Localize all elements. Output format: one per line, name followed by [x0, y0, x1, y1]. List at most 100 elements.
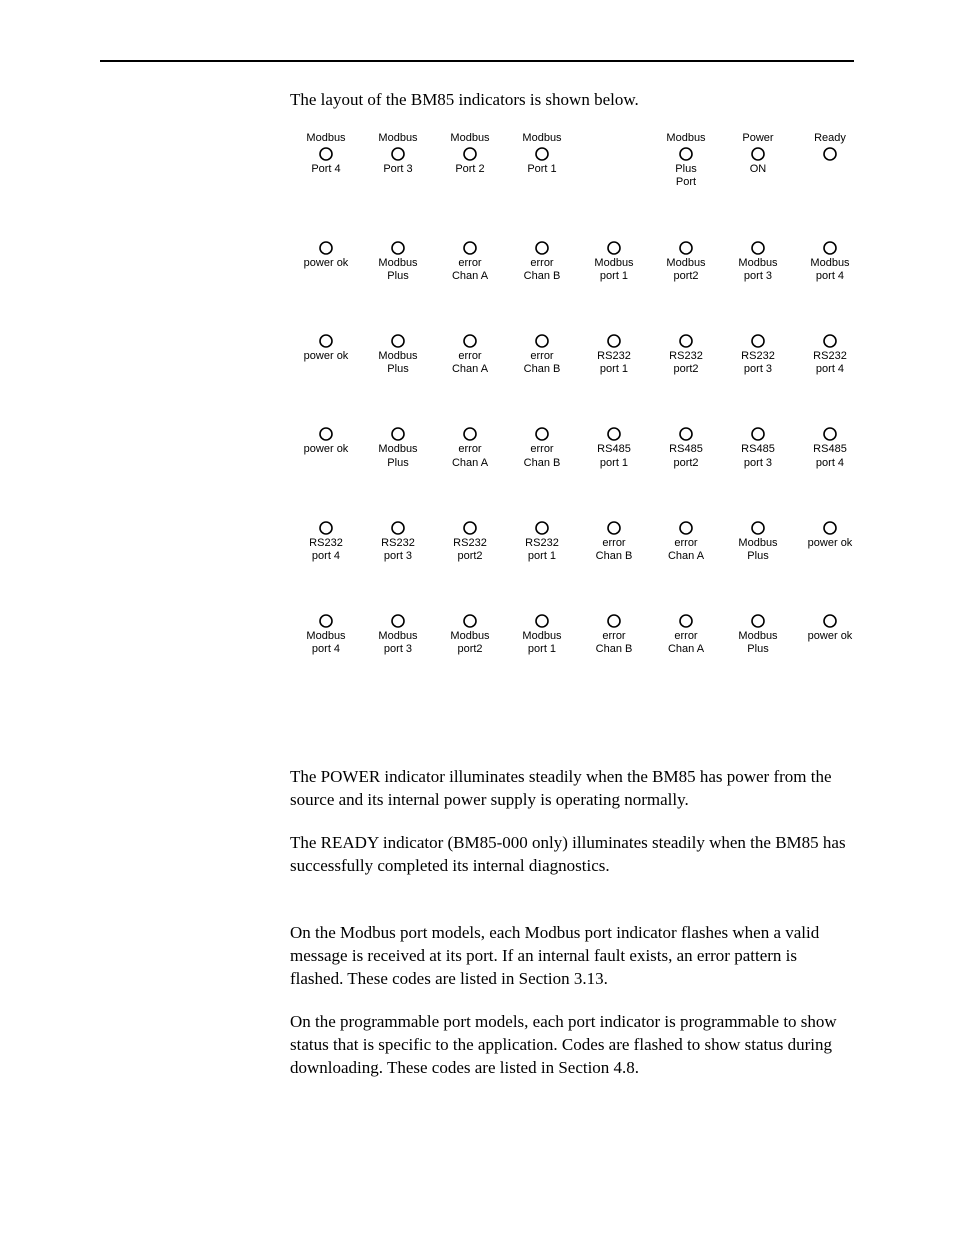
indicator-cell: power ok — [290, 412, 362, 469]
indicator-label-bot: RS485port 4 — [794, 443, 866, 469]
indicator-cell: ModbusPort 4 — [290, 132, 362, 190]
body-text: The POWER indicator illuminates steadily… — [290, 766, 854, 1079]
indicator-cell: Modbusport2 — [434, 599, 506, 656]
indicator-label-top — [578, 599, 650, 612]
indicator-label-bot: ON — [722, 163, 794, 189]
indicator-cell: Modbusport 4 — [794, 226, 866, 283]
indicator-label-top — [434, 506, 506, 519]
indicator-cell: RS232port 4 — [290, 506, 362, 563]
indicator-cell: errorChan B — [506, 319, 578, 376]
indicator-cell: errorChan A — [434, 226, 506, 283]
page: The layout of the BM85 indicators is sho… — [0, 0, 954, 1253]
indicator-cell: Ready — [794, 132, 866, 190]
led-icon — [606, 333, 622, 349]
para-prog: On the programmable port models, each po… — [290, 1011, 854, 1080]
indicator-cell: RS232port2 — [434, 506, 506, 563]
indicator-label-top — [650, 226, 722, 239]
indicator-label-top: Modbus — [506, 132, 578, 145]
indicator-cell: RS232port2 — [650, 319, 722, 376]
indicator-label-top: Modbus — [434, 132, 506, 145]
indicator-label-top — [434, 226, 506, 239]
indicator-label-top — [722, 319, 794, 332]
indicator-label-bot: ModbusPlus — [722, 537, 794, 563]
led-icon — [606, 613, 622, 629]
indicator-cell: errorChan A — [650, 506, 722, 563]
indicator-label-bot: Modbusport 3 — [362, 630, 434, 656]
indicator-label-bot: Port 4 — [290, 163, 362, 189]
indicator-label-top — [794, 412, 866, 425]
indicator-cell: RS485port 4 — [794, 412, 866, 469]
led-icon — [678, 146, 694, 162]
indicator-label-bot: power ok — [794, 537, 866, 563]
indicator-cell: errorChan A — [434, 319, 506, 376]
indicator-cell: RS485port 1 — [578, 412, 650, 469]
indicator-label-bot: Modbusport 4 — [290, 630, 362, 656]
indicator-cell: RS485port2 — [650, 412, 722, 469]
indicator-cell: ModbusPort 2 — [434, 132, 506, 190]
indicator-label-top — [506, 226, 578, 239]
indicator-label-top — [506, 319, 578, 332]
indicator-label-top — [578, 226, 650, 239]
indicator-label-bot: RS485port 1 — [578, 443, 650, 469]
indicator-label-top — [434, 412, 506, 425]
indicator-cell: Modbusport 1 — [578, 226, 650, 283]
indicator-cell: PowerON — [722, 132, 794, 190]
indicator-label-bot: errorChan B — [506, 350, 578, 376]
indicator-label-top — [362, 226, 434, 239]
led-icon — [606, 520, 622, 536]
led-icon — [822, 426, 838, 442]
indicator-label-top — [794, 319, 866, 332]
indicator-label-top — [290, 226, 362, 239]
indicator-cell: RS485port 3 — [722, 412, 794, 469]
indicator-label-bot: Modbusport 4 — [794, 257, 866, 283]
indicator-cell: power ok — [290, 226, 362, 283]
indicator-cell: RS232port 4 — [794, 319, 866, 376]
indicator-label-top — [722, 226, 794, 239]
led-icon — [678, 333, 694, 349]
indicator-cell: Modbusport 3 — [362, 599, 434, 656]
led-icon — [390, 333, 406, 349]
indicator-cell: RS232port 3 — [722, 319, 794, 376]
indicator-label-bot: errorChan A — [434, 350, 506, 376]
led-icon — [822, 146, 838, 162]
led-icon — [462, 426, 478, 442]
led-icon — [678, 613, 694, 629]
indicator-cell: RS232port 3 — [362, 506, 434, 563]
led-icon — [462, 333, 478, 349]
indicator-label-bot: RS232port2 — [650, 350, 722, 376]
indicator-label-top — [290, 319, 362, 332]
indicator-label-top — [578, 506, 650, 519]
indicator-cell: errorChan B — [506, 412, 578, 469]
para-power: The POWER indicator illuminates steadily… — [290, 766, 854, 812]
indicator-label-top — [434, 599, 506, 612]
led-icon — [462, 520, 478, 536]
indicator-label-bot — [794, 163, 866, 189]
indicator-label-top: Ready — [794, 132, 866, 145]
indicator-label-bot: errorChan B — [506, 257, 578, 283]
indicator-label-top — [794, 506, 866, 519]
intro-text: The layout of the BM85 indicators is sho… — [290, 90, 854, 110]
indicator-label-bot: RS232port 3 — [362, 537, 434, 563]
indicator-label-top — [650, 599, 722, 612]
indicator-label-bot: power ok — [290, 443, 362, 469]
indicator-label-bot: errorChan A — [650, 630, 722, 656]
indicator-cell: ModbusPlus — [362, 319, 434, 376]
para-ready: The READY indicator (BM85-000 only) illu… — [290, 832, 854, 878]
led-icon — [606, 426, 622, 442]
indicator-label-top — [794, 226, 866, 239]
indicator-cell: RS232port 1 — [578, 319, 650, 376]
led-icon — [462, 240, 478, 256]
indicator-label-bot: Modbusport 1 — [506, 630, 578, 656]
indicator-label-bot: Port 3 — [362, 163, 434, 189]
indicator-cell: ModbusPlus — [362, 412, 434, 469]
led-icon — [678, 240, 694, 256]
indicator-label-top — [578, 319, 650, 332]
led-icon — [534, 240, 550, 256]
indicator-label-bot: ModbusPlus — [362, 257, 434, 283]
led-icon — [318, 426, 334, 442]
led-icon — [678, 426, 694, 442]
led-icon — [822, 520, 838, 536]
indicator-cell: errorChan B — [506, 226, 578, 283]
led-icon — [318, 240, 334, 256]
indicator-cell: errorChan A — [434, 412, 506, 469]
